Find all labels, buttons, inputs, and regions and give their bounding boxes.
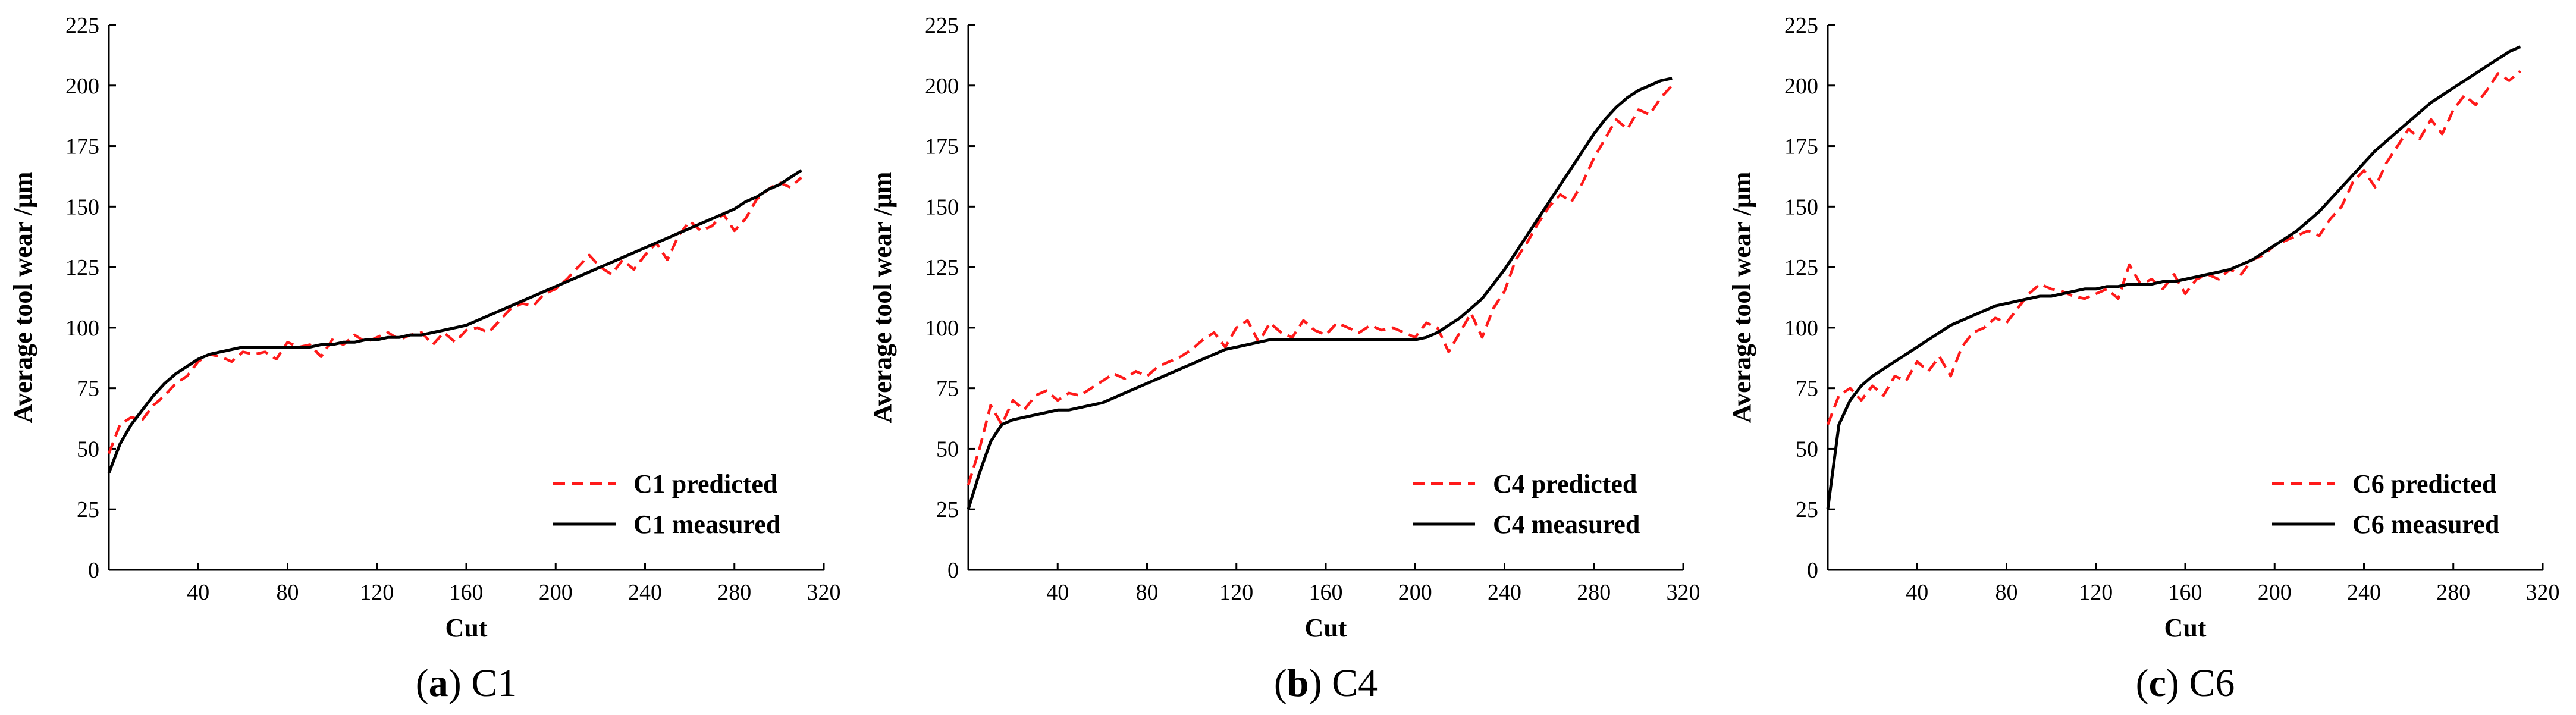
x-axis-title: Cut [445, 613, 488, 642]
y-tick-label: 175 [65, 134, 99, 159]
y-tick-label: 25 [77, 497, 99, 522]
x-tick-label: 40 [1906, 580, 1928, 605]
y-tick-label: 150 [65, 195, 99, 219]
x-tick-label: 80 [277, 580, 299, 605]
x-tick-label: 120 [1219, 580, 1253, 605]
measured-series-line [1826, 45, 2521, 510]
y-tick-label: 50 [1796, 437, 1818, 462]
x-tick-label: 40 [187, 580, 209, 605]
x-tick-label: 280 [717, 580, 751, 605]
x-tick-label: 240 [628, 580, 662, 605]
y-axis-title: Average tool wear /μm [868, 172, 897, 424]
x-tick-label: 320 [2526, 580, 2560, 605]
chart-panel-c4: 0 25 50 75 100 125 150 175 200 225 40 80 120 160 200 24… [868, 13, 1700, 705]
y-tick-label: 125 [1784, 255, 1818, 280]
y-tick-label: 200 [65, 74, 99, 99]
x-tick-label: 120 [360, 580, 394, 605]
x-tick-label: 160 [2169, 580, 2202, 605]
y-tick-label: 100 [925, 316, 959, 341]
caption-label: C1 [471, 661, 517, 705]
predicted-series-line [107, 176, 802, 454]
caption-label: C4 [1332, 661, 1378, 705]
x-axis-title: Cut [2164, 613, 2207, 642]
x-tick-label: 320 [1667, 580, 1700, 605]
caption-paren-close: ) [448, 661, 471, 705]
y-tick-label: 200 [925, 74, 959, 99]
caption-label: C6 [2189, 661, 2235, 705]
panel-caption: (a) C1 [416, 661, 517, 705]
legend-measured-label: C6 measured [2352, 510, 2499, 539]
caption-paren-open: ( [1274, 661, 1287, 705]
y-tick-label: 0 [88, 558, 99, 583]
legend-predicted-label: C1 predicted [633, 469, 777, 498]
x-tick-label: 80 [1136, 580, 1159, 605]
y-tick-label: 75 [936, 377, 959, 402]
y-tick-label: 125 [925, 255, 959, 280]
x-tick-label: 240 [2347, 580, 2381, 605]
y-tick-label: 150 [925, 195, 959, 219]
y-tick-label: 175 [925, 134, 959, 159]
y-tick-label: 150 [1784, 195, 1818, 219]
x-tick-label: 40 [1046, 580, 1069, 605]
chart-panel-c1: 0 25 50 75 100 125 150 175 200 225 40 80 120 160 200 24… [8, 13, 841, 705]
predicted-series-line [1826, 70, 2521, 425]
y-tick-label: 175 [1784, 134, 1818, 159]
legend-predicted-label: C6 predicted [2352, 469, 2496, 498]
chart-panel-c6: 0 25 50 75 100 125 150 175 200 225 40 80 120 160 200 24… [1727, 13, 2560, 705]
x-tick-label: 200 [539, 580, 573, 605]
predicted-series-line [967, 84, 1673, 486]
legend-measured-label: C4 measured [1493, 510, 1640, 539]
caption-paren-close: ) [2166, 661, 2189, 705]
y-tick-label: 200 [1784, 74, 1818, 99]
y-tick-label: 25 [936, 497, 959, 522]
x-tick-label: 280 [1577, 580, 1611, 605]
x-tick-label: 120 [2079, 580, 2113, 605]
caption-paren-open: ( [2136, 661, 2149, 705]
caption-paren-open: ( [416, 661, 429, 705]
x-tick-label: 240 [1488, 580, 1521, 605]
x-tick-label: 280 [2436, 580, 2470, 605]
panel-caption: (b) C4 [1274, 661, 1378, 705]
y-tick-label: 75 [1796, 377, 1818, 402]
y-tick-label: 125 [65, 255, 99, 280]
caption-letter: b [1287, 661, 1309, 705]
measured-series-line [967, 77, 1673, 510]
x-tick-label: 320 [807, 580, 841, 605]
y-axis-title: Average tool wear /μm [1727, 172, 1756, 424]
y-axis-title: Average tool wear /μm [8, 172, 37, 424]
x-tick-label: 160 [1309, 580, 1343, 605]
x-tick-label: 200 [1398, 580, 1432, 605]
legend-measured-label: C1 measured [633, 510, 780, 539]
y-tick-label: 50 [936, 437, 959, 462]
y-tick-label: 225 [1784, 13, 1818, 38]
x-axis-title: Cut [1305, 613, 1347, 642]
y-tick-label: 100 [65, 316, 99, 341]
legend-predicted-label: C4 predicted [1493, 469, 1637, 498]
y-tick-label: 225 [925, 13, 959, 38]
y-tick-label: 25 [1796, 497, 1818, 522]
y-tick-label: 225 [65, 13, 99, 38]
caption-letter: a [429, 661, 448, 705]
y-tick-label: 100 [1784, 316, 1818, 341]
y-tick-label: 50 [77, 437, 99, 462]
caption-letter: c [2149, 661, 2166, 705]
x-tick-label: 80 [1995, 580, 2018, 605]
x-tick-label: 200 [2258, 580, 2292, 605]
y-tick-label: 0 [947, 558, 959, 583]
measured-series-line [107, 169, 802, 474]
panel-caption: (c) C6 [2136, 661, 2235, 705]
caption-paren-close: ) [1309, 661, 1332, 705]
y-tick-label: 0 [1807, 558, 1818, 583]
y-tick-label: 75 [77, 377, 99, 402]
x-tick-label: 160 [450, 580, 484, 605]
